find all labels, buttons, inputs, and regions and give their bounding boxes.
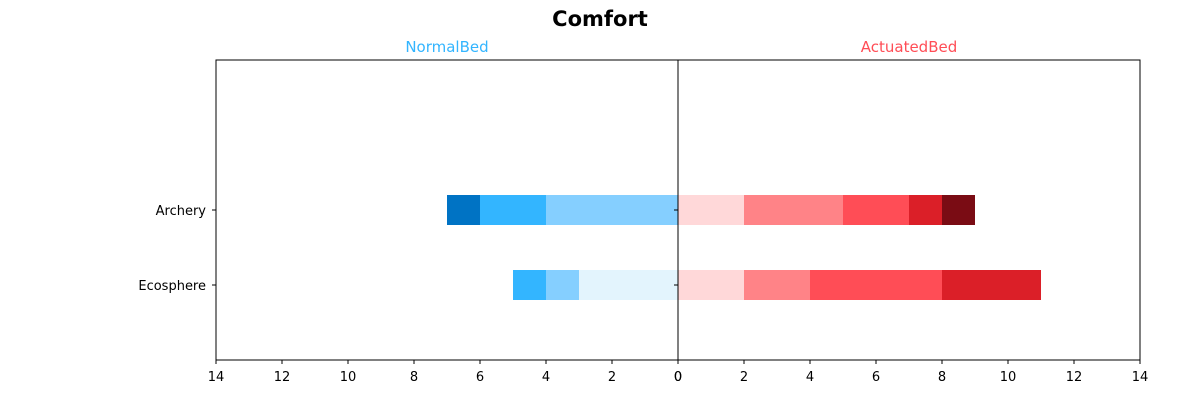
- bar-normalbed-archery-seg2: [480, 195, 546, 225]
- xtick-label-left-10: 10: [340, 370, 357, 385]
- xtick-label-right-2: 2: [740, 370, 748, 385]
- bars-layer: [447, 195, 1041, 300]
- bar-normalbed-ecosphere-seg1: [546, 270, 579, 300]
- xtick-label-right-6: 6: [872, 370, 880, 385]
- bar-actuatedbed-archery-seg0: [678, 195, 744, 225]
- bar-normalbed-ecosphere-seg0: [579, 270, 678, 300]
- category-label-archery: Archery: [156, 204, 207, 219]
- bar-actuatedbed-ecosphere-seg0: [678, 270, 744, 300]
- bar-actuatedbed-ecosphere-seg1: [744, 270, 810, 300]
- xtick-label-right-10: 10: [1000, 370, 1017, 385]
- bar-actuatedbed-archery-seg3: [909, 195, 942, 225]
- bar-normalbed-archery-seg1: [546, 195, 678, 225]
- xtick-label-left-14: 14: [208, 370, 225, 385]
- xtick-label-right-12: 12: [1066, 370, 1083, 385]
- xtick-label-right-8: 8: [938, 370, 946, 385]
- bar-actuatedbed-archery-seg4: [942, 195, 975, 225]
- panel-title-actuatedbed: ActuatedBed: [861, 38, 958, 56]
- y-axis: Archery Ecosphere: [138, 204, 678, 294]
- bar-actuatedbed-ecosphere-seg3: [942, 270, 1041, 300]
- xtick-label-right-14: 14: [1132, 370, 1149, 385]
- bar-actuatedbed-archery-seg1: [744, 195, 843, 225]
- chart-title: Comfort: [552, 7, 648, 31]
- xtick-label-left-12: 12: [274, 370, 291, 385]
- category-label-ecosphere: Ecosphere: [138, 279, 206, 294]
- xtick-label-left-0: 0: [674, 370, 682, 385]
- xtick-label-right-4: 4: [806, 370, 814, 385]
- bar-actuatedbed-ecosphere-seg2: [810, 270, 942, 300]
- xtick-label-left-6: 6: [476, 370, 484, 385]
- xtick-label-right-0: 0: [674, 370, 682, 385]
- xtick-label-left-4: 4: [542, 370, 550, 385]
- xtick-label-left-2: 2: [608, 370, 616, 385]
- panel-title-normalbed: NormalBed: [405, 38, 488, 56]
- bar-actuatedbed-archery-seg2: [843, 195, 909, 225]
- bar-normalbed-archery-seg3: [447, 195, 480, 225]
- xtick-label-left-8: 8: [410, 370, 418, 385]
- bar-normalbed-ecosphere-seg2: [513, 270, 546, 300]
